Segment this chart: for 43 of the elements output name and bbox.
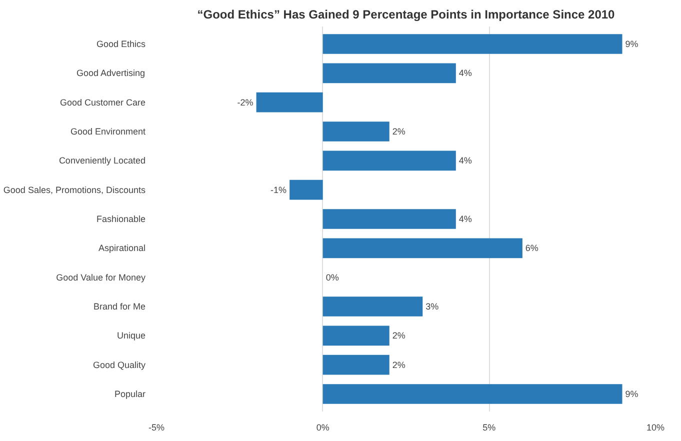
data-label: 9% xyxy=(625,389,638,399)
bar xyxy=(322,238,522,258)
y-tick-label: Unique xyxy=(116,330,146,341)
data-label: 2% xyxy=(392,330,406,341)
y-tick-label: Aspirational xyxy=(98,243,146,254)
data-label: 4% xyxy=(458,68,472,78)
bar xyxy=(322,354,390,375)
chart-title: “Good Ethics” Has Gained 9 Percentage Points in Importance Since 2010 xyxy=(197,8,616,22)
y-tick-label: Good Environment xyxy=(70,126,146,136)
data-label: 9% xyxy=(625,39,638,49)
bar xyxy=(256,92,323,112)
data-label: 4% xyxy=(458,156,472,166)
data-label: 4% xyxy=(458,214,472,224)
y-tick-label: Conveniently Located xyxy=(58,156,146,166)
y-tick-label: Brand for Me xyxy=(93,302,146,312)
data-label: 6% xyxy=(525,243,538,254)
bar xyxy=(322,63,456,84)
y-tick-label: Good Ethics xyxy=(96,39,146,49)
bar xyxy=(322,384,622,404)
data-label: -2% xyxy=(237,97,254,108)
y-tick-label: Good Advertising xyxy=(76,68,146,78)
data-label: 2% xyxy=(392,360,406,370)
x-tick-label: -5% xyxy=(148,422,165,432)
y-tick-label: Fashionable xyxy=(96,214,146,224)
data-label: 3% xyxy=(426,302,439,312)
x-tick-label: 0% xyxy=(316,422,330,432)
y-tick-label: Good Quality xyxy=(92,360,146,370)
bar xyxy=(322,209,456,229)
bar xyxy=(322,34,622,54)
y-tick-label: Good Value for Money xyxy=(56,272,146,282)
bar xyxy=(290,180,323,200)
bar xyxy=(322,296,423,316)
bar xyxy=(322,326,390,346)
data-label: -1% xyxy=(270,184,287,195)
y-tick-label: Popular xyxy=(114,389,146,399)
bar xyxy=(322,122,390,142)
data-label: 2% xyxy=(392,126,406,136)
y-tick-label: Good Customer Care xyxy=(60,97,146,108)
x-tick-label: 10% xyxy=(646,422,665,432)
x-tick-label: 5% xyxy=(482,422,496,432)
bar xyxy=(322,150,456,171)
y-tick-label: Good Sales, Promotions, Discounts xyxy=(3,184,146,195)
data-label: 0% xyxy=(326,272,339,282)
